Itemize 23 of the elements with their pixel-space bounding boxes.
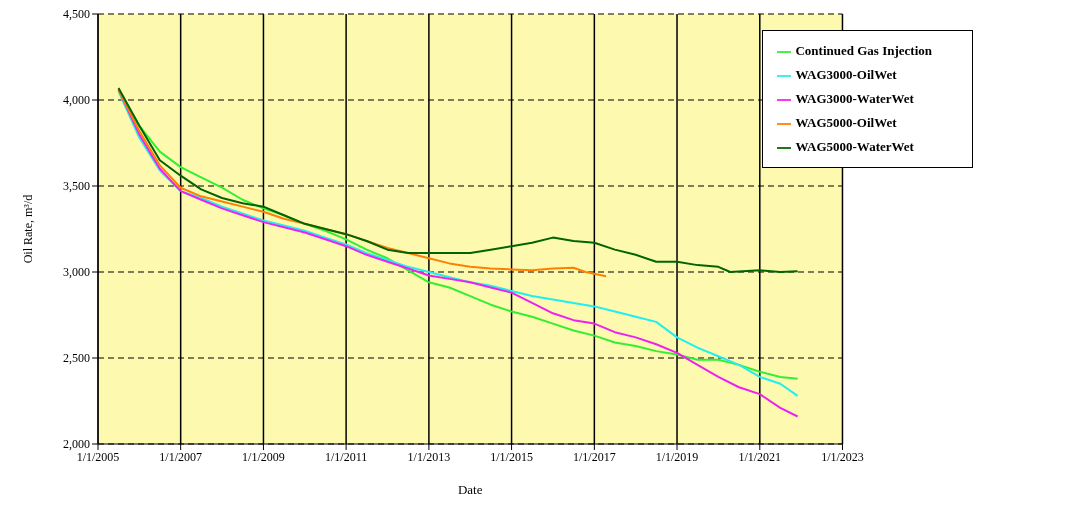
legend-label: WAG5000-OilWet xyxy=(795,115,897,130)
legend-label: WAG3000-WaterWet xyxy=(795,91,914,106)
x-tick-label: 1/1/2017 xyxy=(573,449,616,464)
x-tick-label: 1/1/2007 xyxy=(159,449,202,464)
y-tick-label: 2,000 xyxy=(63,437,90,452)
x-tick-label: 1/1/2021 xyxy=(738,449,782,464)
legend-label: WAG5000-WaterWet xyxy=(795,139,914,154)
y-tick-label: 3,000 xyxy=(63,265,90,280)
y-axis-title: Oil Rate, m³/d xyxy=(21,194,36,264)
y-tick-label: 3,500 xyxy=(63,179,90,194)
x-tick-label: 1/1/2023 xyxy=(821,449,864,464)
x-tick-label: 1/1/2015 xyxy=(490,449,533,464)
legend-label: Continued Gas Injection xyxy=(795,43,932,58)
y-tick-label: 4,500 xyxy=(63,7,90,22)
x-axis-title: Date xyxy=(457,482,483,497)
x-tick-label: 1/1/2011 xyxy=(325,449,368,464)
y-tick-label: 2,500 xyxy=(63,351,90,366)
legend-label: WAG3000-OilWet xyxy=(795,67,897,82)
x-tick-label: 1/1/2009 xyxy=(242,449,285,464)
x-tick-label: 1/1/2005 xyxy=(76,449,120,464)
x-tick-label: 1/1/2019 xyxy=(655,449,699,464)
y-tick-label: 4,000 xyxy=(63,93,90,108)
x-tick-label: 1/1/2013 xyxy=(407,449,451,464)
